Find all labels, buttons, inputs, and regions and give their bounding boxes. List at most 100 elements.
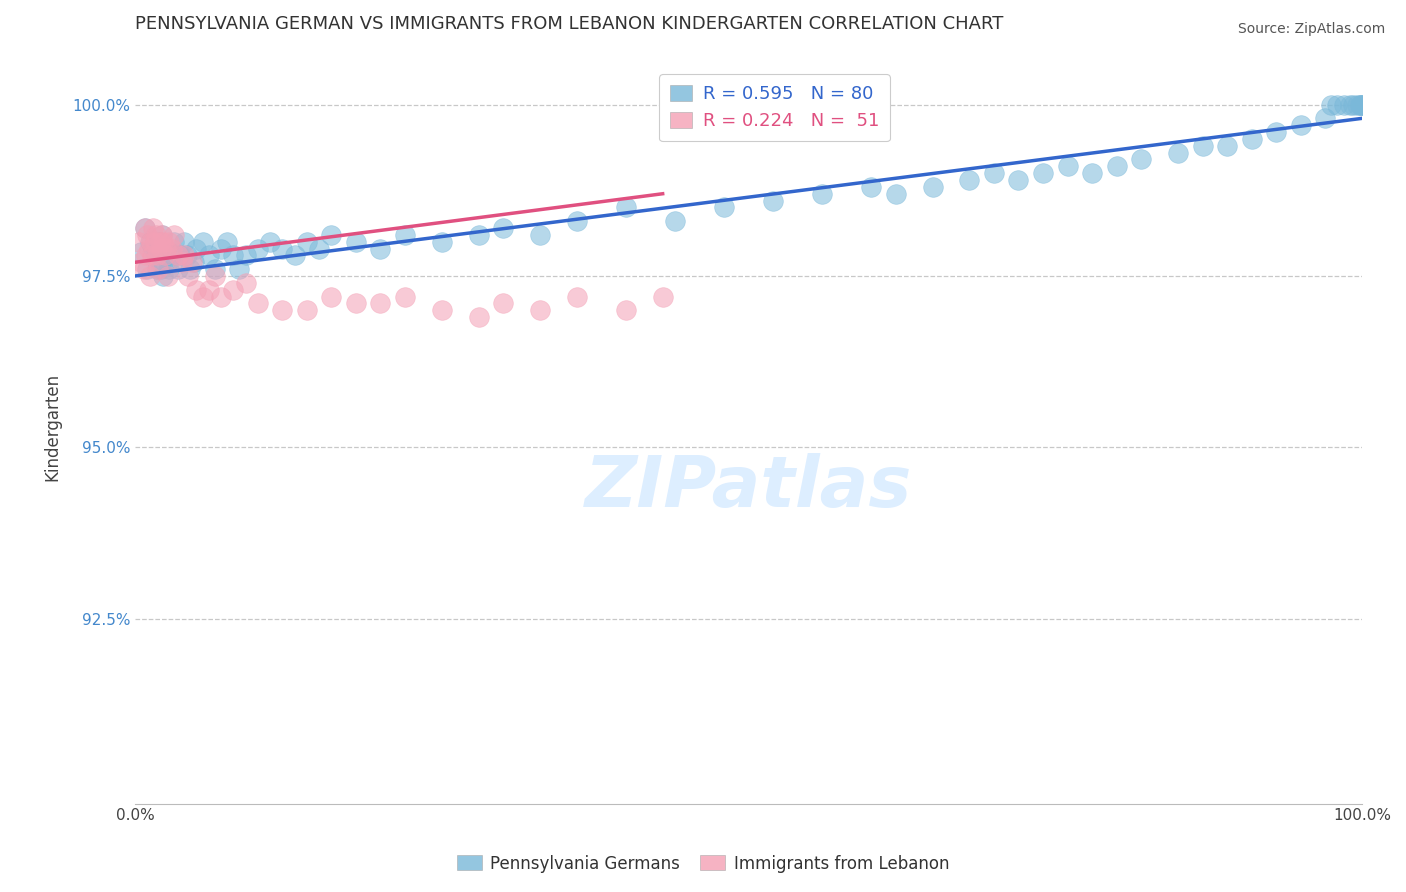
Point <box>204 268 226 283</box>
Point <box>139 268 162 283</box>
Point <box>1105 159 1128 173</box>
Point <box>157 255 180 269</box>
Point <box>271 303 294 318</box>
Point <box>1351 97 1374 112</box>
Point <box>246 242 269 256</box>
Point <box>167 248 190 262</box>
Point <box>529 227 551 242</box>
Point <box>1326 97 1348 112</box>
Point <box>139 235 162 249</box>
Point <box>1350 97 1372 112</box>
Point <box>163 235 186 249</box>
Point <box>1167 145 1189 160</box>
Point <box>222 248 245 262</box>
Point <box>1191 138 1213 153</box>
Point <box>186 283 208 297</box>
Point <box>155 242 177 256</box>
Point <box>150 227 173 242</box>
Point <box>132 262 155 277</box>
Point <box>173 235 195 249</box>
Point <box>344 235 367 249</box>
Point <box>141 248 163 262</box>
Point <box>884 186 907 201</box>
Point <box>344 296 367 310</box>
Point <box>430 303 453 318</box>
Point <box>394 227 416 242</box>
Point <box>1320 97 1343 112</box>
Point <box>492 221 515 235</box>
Point <box>176 248 198 262</box>
Point <box>142 221 165 235</box>
Point <box>180 255 202 269</box>
Point <box>143 235 166 249</box>
Point <box>135 248 157 262</box>
Point <box>1339 97 1361 112</box>
Point <box>394 289 416 303</box>
Point <box>145 248 167 262</box>
Point <box>160 242 183 256</box>
Point <box>163 227 186 242</box>
Point <box>259 235 281 249</box>
Point <box>186 242 208 256</box>
Text: ZIPatlas: ZIPatlas <box>585 452 912 522</box>
Point <box>209 242 232 256</box>
Legend: Pennsylvania Germans, Immigrants from Lebanon: Pennsylvania Germans, Immigrants from Le… <box>450 848 956 880</box>
Point <box>148 262 170 277</box>
Point <box>308 242 330 256</box>
Point <box>1081 166 1104 180</box>
Point <box>614 201 637 215</box>
Point <box>271 242 294 256</box>
Point <box>1265 125 1288 139</box>
Point <box>170 255 193 269</box>
Point <box>370 296 392 310</box>
Point <box>191 289 214 303</box>
Point <box>1216 138 1239 153</box>
Point <box>152 268 174 283</box>
Point <box>148 235 170 249</box>
Point <box>1240 132 1263 146</box>
Point <box>1130 153 1153 167</box>
Point <box>134 221 156 235</box>
Point <box>295 303 318 318</box>
Text: Source: ZipAtlas.com: Source: ZipAtlas.com <box>1237 22 1385 37</box>
Point <box>1346 97 1368 112</box>
Point <box>204 262 226 277</box>
Point <box>197 283 219 297</box>
Point <box>129 255 152 269</box>
Text: PENNSYLVANIA GERMAN VS IMMIGRANTS FROM LEBANON KINDERGARTEN CORRELATION CHART: PENNSYLVANIA GERMAN VS IMMIGRANTS FROM L… <box>135 15 1004 33</box>
Point <box>467 227 489 242</box>
Point <box>860 180 883 194</box>
Point <box>134 221 156 235</box>
Point <box>149 255 172 269</box>
Point <box>217 235 239 249</box>
Point <box>565 289 588 303</box>
Point <box>149 262 172 277</box>
Point <box>1315 112 1337 126</box>
Point <box>183 255 205 269</box>
Point <box>228 262 250 277</box>
Point <box>146 248 169 262</box>
Point <box>169 248 191 262</box>
Point <box>179 262 201 277</box>
Point <box>246 296 269 310</box>
Point <box>155 242 177 256</box>
Point <box>1343 97 1365 112</box>
Point <box>145 227 167 242</box>
Point <box>1007 173 1029 187</box>
Point <box>235 248 257 262</box>
Point <box>664 214 686 228</box>
Point <box>529 303 551 318</box>
Point <box>1056 159 1078 173</box>
Point <box>136 227 159 242</box>
Point <box>284 248 307 262</box>
Point <box>921 180 943 194</box>
Point <box>139 235 162 249</box>
Point <box>1289 118 1312 132</box>
Point <box>150 227 173 242</box>
Point <box>149 235 172 249</box>
Point <box>146 262 169 277</box>
Point <box>177 268 200 283</box>
Point <box>983 166 1005 180</box>
Point <box>173 248 195 262</box>
Point <box>370 242 392 256</box>
